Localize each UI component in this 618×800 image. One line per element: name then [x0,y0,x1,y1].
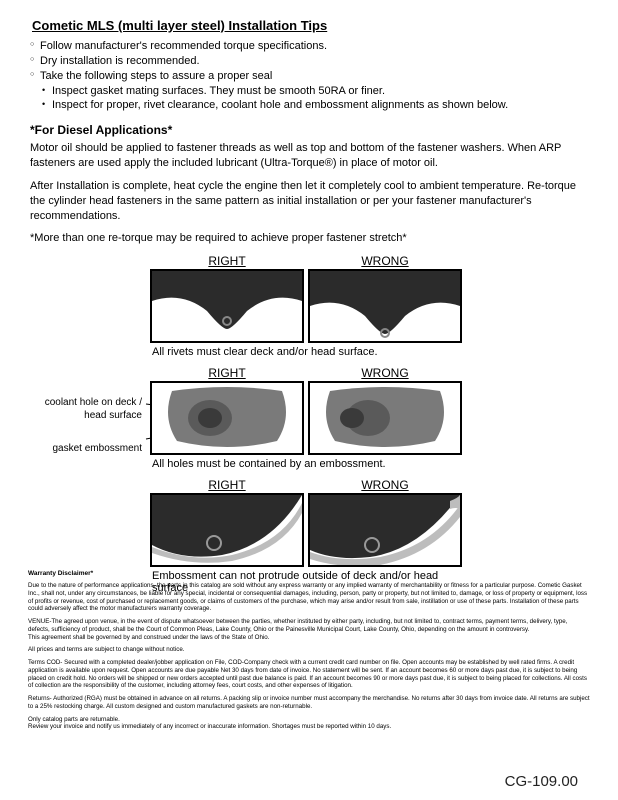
bullet-subitem: Inspect gasket mating surfaces. They mus… [30,84,590,99]
diagram-row: coolant hole on deck / head surface gask… [28,366,590,476]
callout-gasket: gasket embossment [28,442,142,455]
bullet-item: Dry installation is recommended. [30,54,590,69]
page-number: CG-109.00 [505,773,578,790]
page-title: Cometic MLS (multi layer steel) Installa… [32,18,590,33]
bullet-item: Take the following steps to assure a pro… [30,69,590,84]
instruction-list: Follow manufacturer's recommended torque… [30,39,590,113]
diagram-rivet-right [150,269,304,343]
bullet-item: Follow manufacturer's recommended torque… [30,39,590,54]
diagram-label-wrong: WRONG [308,366,462,380]
diagram-row: RIGHT WRONG All rivets must clear [28,254,590,364]
diagram-label-wrong: WRONG [308,254,462,268]
diagram-hole-wrong [308,381,462,455]
paragraph: After Installation is complete, heat cyc… [30,179,590,224]
diagram-emboss-right [150,493,304,567]
diagram-hole-right [150,381,304,455]
diagram-label-right: RIGHT [150,478,304,492]
diagram-caption: All rivets must clear deck and/or head s… [152,346,464,358]
disclaimer-footer: Warranty Disclaimer* Due to the nature o… [28,570,590,736]
section-heading: *For Diesel Applications* [30,123,590,137]
footer-paragraph: VENUE-The agreed upon venue, in the even… [28,618,590,641]
paragraph: *More than one re-torque may be required… [30,231,590,246]
diagram-rivet-wrong [308,269,462,343]
diagram-label-right: RIGHT [150,366,304,380]
callout-coolant: coolant hole on deck / head surface [28,396,142,422]
footer-paragraph: Terms COD- Secured with a completed deal… [28,659,590,690]
diagram-section: RIGHT WRONG All rivets must clear [28,254,590,600]
footer-paragraph: Due to the nature of performance applica… [28,582,590,613]
paragraph: Motor oil should be applied to fastener … [30,141,590,171]
diagram-label-right: RIGHT [150,254,304,268]
footer-paragraph: Only catalog parts are returnable.Review… [28,716,590,732]
footer-paragraph: All prices and terms are subject to chan… [28,646,590,654]
footer-heading: Warranty Disclaimer* [28,570,590,578]
diagram-caption: All holes must be contained by an emboss… [152,458,464,470]
diagram-emboss-wrong [308,493,462,567]
bullet-subitem: Inspect for proper, rivet clearance, coo… [30,98,590,113]
diagram-label-wrong: WRONG [308,478,462,492]
footer-paragraph: Returns- Authorized (RGA) must be obtain… [28,695,590,711]
